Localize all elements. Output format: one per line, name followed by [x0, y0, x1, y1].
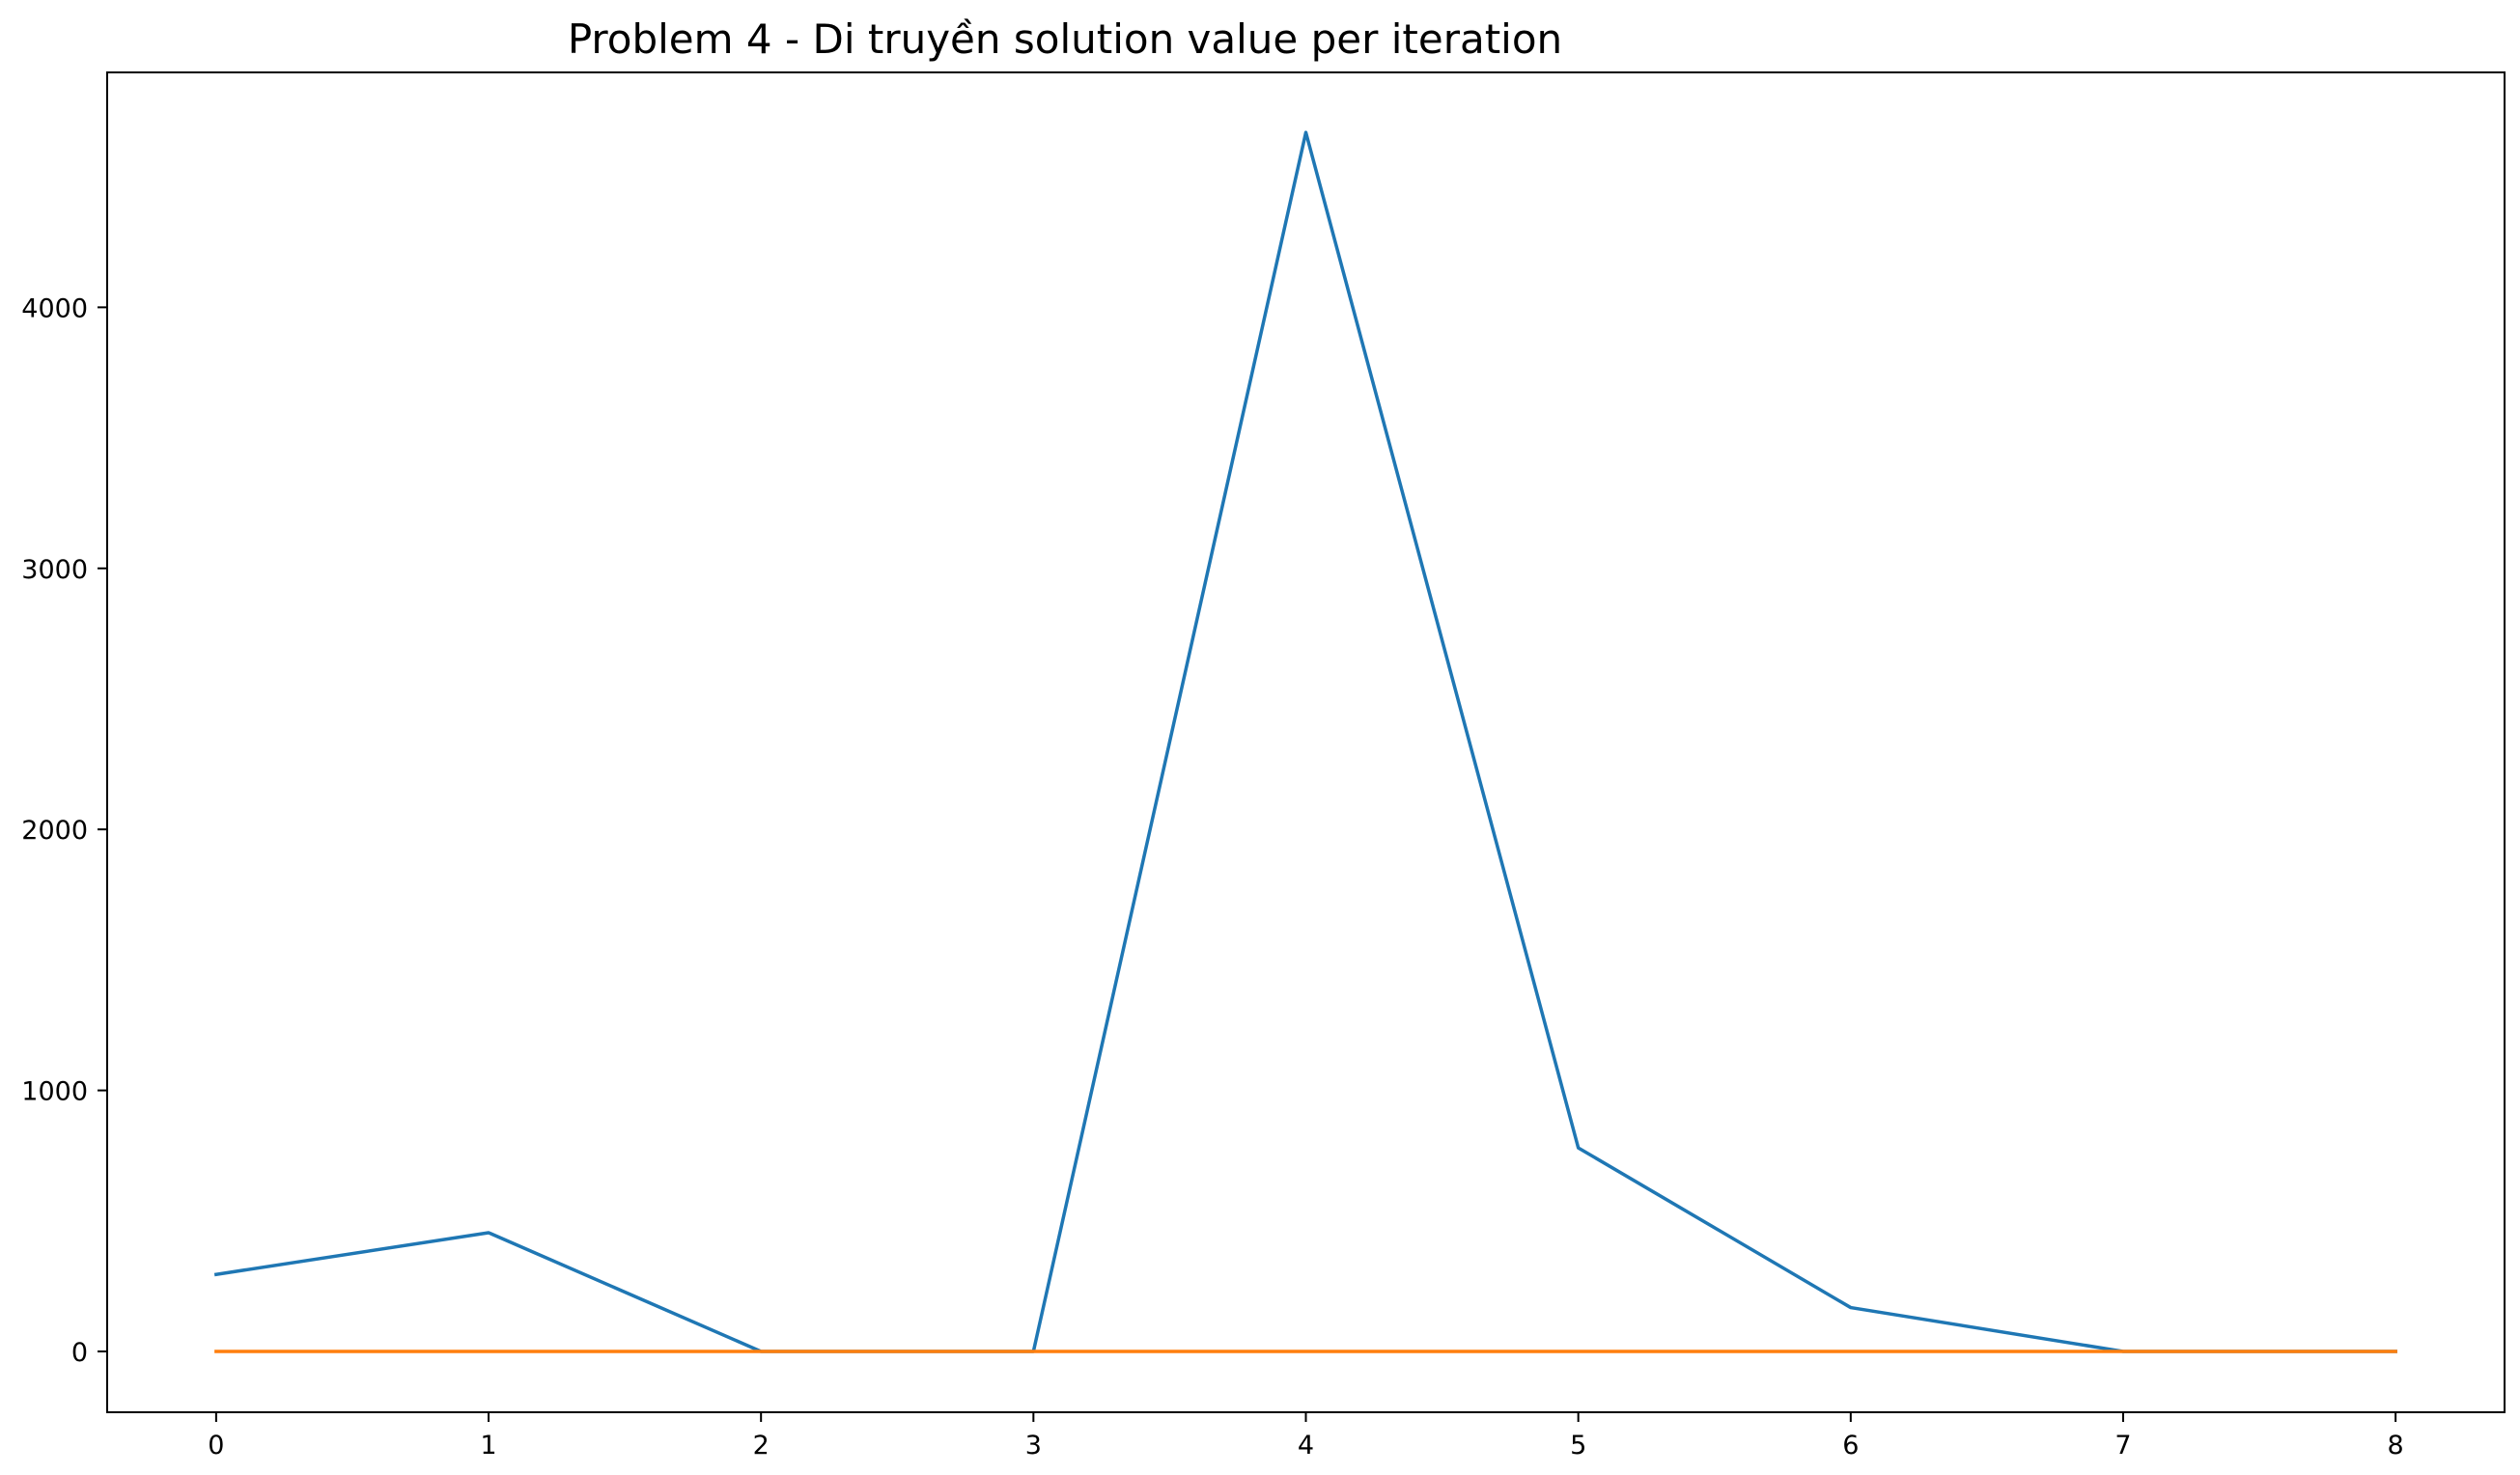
y-tick-label: 2000 [21, 816, 88, 846]
x-tick-label: 3 [1025, 1431, 1042, 1461]
x-tick-label: 6 [1842, 1431, 1859, 1461]
y-tick-label: 1000 [21, 1077, 88, 1107]
x-tick-label: 2 [753, 1431, 770, 1461]
ticks-layer: 0 1 2 3 4 5 6 7 8 0 1000 2000 3000 4000 [21, 293, 2403, 1461]
y-tick-label: 3000 [21, 555, 88, 585]
series-layer [213, 130, 2397, 1353]
x-tick-label: 0 [208, 1431, 224, 1461]
y-tick-label: 4000 [21, 293, 88, 323]
x-tick-label: 4 [1298, 1431, 1314, 1461]
plot-area-frame [106, 71, 2506, 1413]
chart-title: Problem 4 - Di truyền solution value per… [568, 15, 1562, 63]
y-tick-label: 0 [71, 1338, 88, 1368]
series-1-line [213, 130, 2397, 1353]
x-tick-label: 5 [1570, 1431, 1586, 1461]
x-tick-label: 7 [2114, 1431, 2131, 1461]
x-tick-label: 8 [2388, 1431, 2404, 1461]
x-tick-label: 1 [480, 1431, 496, 1461]
